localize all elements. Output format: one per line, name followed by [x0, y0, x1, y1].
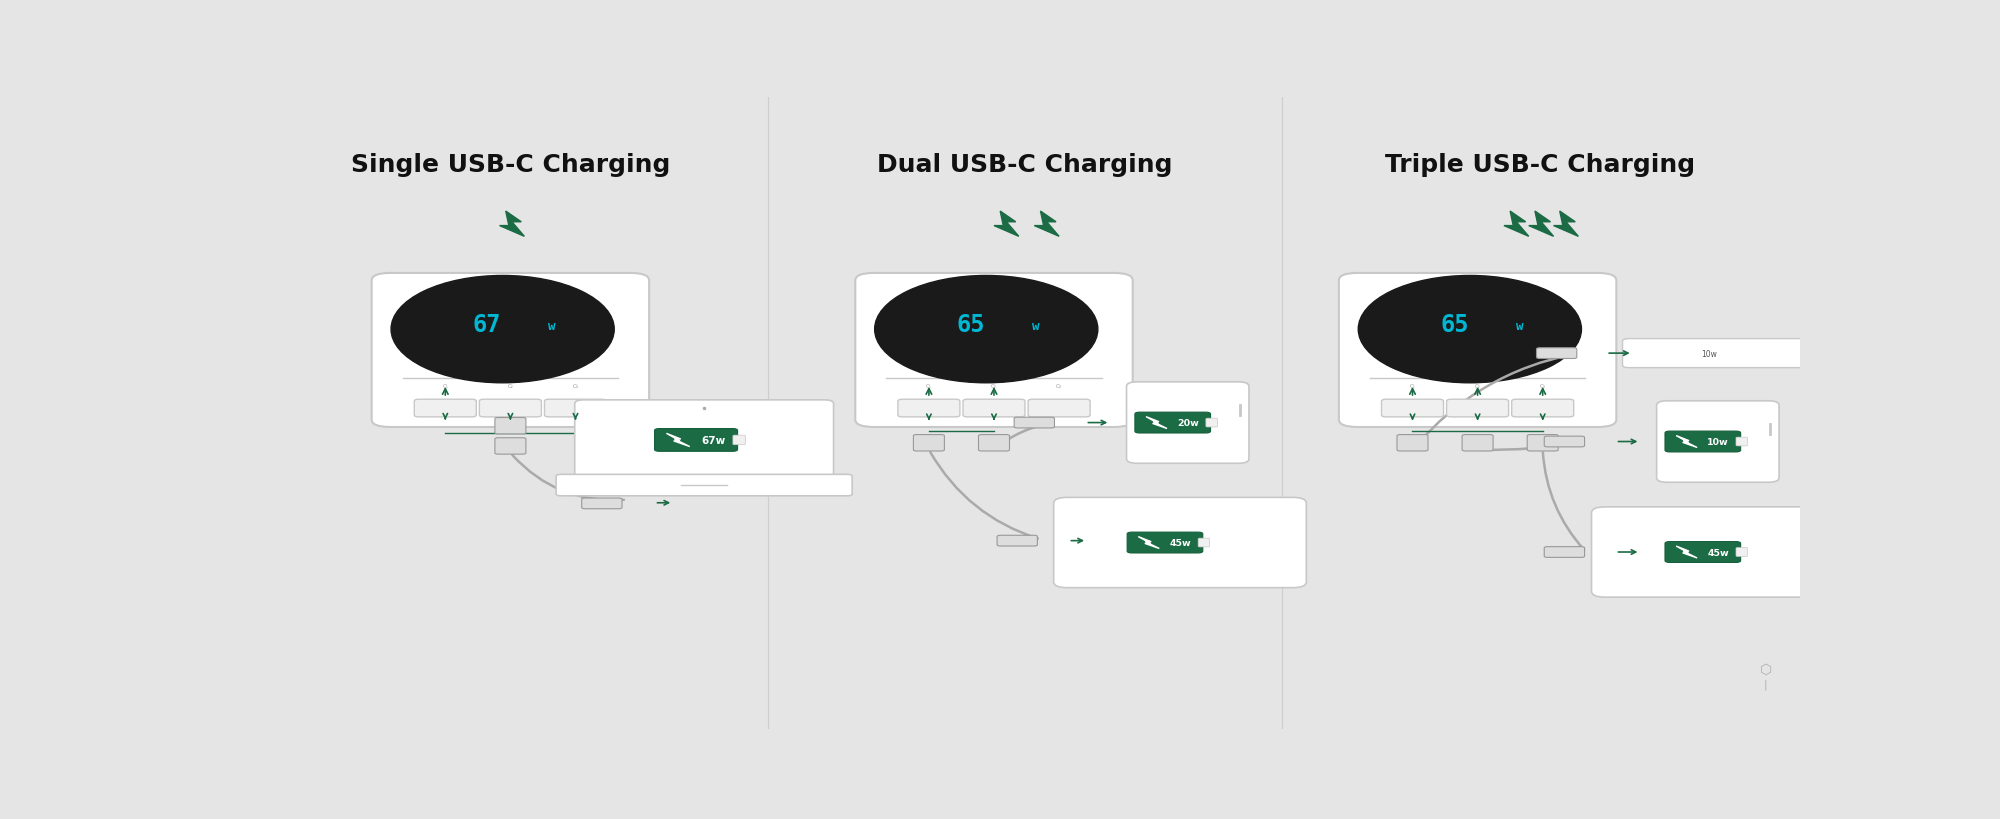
FancyBboxPatch shape [1664, 542, 1740, 563]
Text: C₂: C₂ [508, 383, 514, 388]
FancyBboxPatch shape [1664, 432, 1740, 452]
Text: Dual USB-C Charging: Dual USB-C Charging [878, 152, 1172, 176]
Ellipse shape [874, 276, 1098, 383]
Text: Triple USB-C Charging: Triple USB-C Charging [1384, 152, 1694, 176]
Polygon shape [1676, 436, 1698, 448]
Text: w: w [1516, 319, 1524, 333]
Polygon shape [1528, 212, 1554, 237]
FancyBboxPatch shape [1198, 539, 1210, 547]
Polygon shape [1138, 537, 1160, 549]
Text: C₃: C₃ [572, 383, 578, 388]
Text: 10w: 10w [1708, 437, 1730, 446]
FancyBboxPatch shape [1014, 418, 1054, 428]
FancyBboxPatch shape [1528, 435, 1558, 451]
FancyBboxPatch shape [732, 436, 746, 446]
Text: C₂: C₂ [992, 383, 996, 388]
FancyBboxPatch shape [1128, 532, 1202, 554]
FancyBboxPatch shape [1134, 413, 1210, 433]
FancyBboxPatch shape [1462, 435, 1494, 451]
Ellipse shape [392, 276, 614, 383]
Text: w: w [548, 319, 556, 333]
Polygon shape [1554, 212, 1578, 237]
FancyBboxPatch shape [898, 400, 960, 418]
FancyBboxPatch shape [964, 400, 1024, 418]
FancyBboxPatch shape [574, 400, 834, 481]
FancyBboxPatch shape [998, 536, 1038, 546]
FancyBboxPatch shape [1544, 547, 1584, 558]
FancyBboxPatch shape [1592, 507, 1844, 597]
FancyBboxPatch shape [1028, 400, 1090, 418]
FancyBboxPatch shape [1382, 400, 1444, 418]
Text: 65: 65 [956, 313, 984, 337]
Text: 45w: 45w [1170, 538, 1192, 547]
Text: 65: 65 [1440, 313, 1468, 337]
FancyBboxPatch shape [480, 400, 542, 418]
FancyBboxPatch shape [1338, 274, 1616, 428]
FancyBboxPatch shape [1736, 437, 1748, 446]
Text: C₂: C₂ [1474, 383, 1480, 388]
FancyBboxPatch shape [494, 418, 526, 434]
Polygon shape [500, 212, 524, 237]
Text: |: | [1764, 678, 1768, 689]
FancyBboxPatch shape [556, 475, 852, 496]
Text: 20w: 20w [1178, 419, 1198, 428]
FancyBboxPatch shape [654, 429, 738, 452]
Polygon shape [1504, 212, 1528, 237]
Text: C₃: C₃ [1540, 383, 1546, 388]
Ellipse shape [1358, 276, 1582, 383]
Polygon shape [994, 212, 1018, 237]
FancyBboxPatch shape [1512, 400, 1574, 418]
FancyBboxPatch shape [494, 438, 526, 455]
FancyBboxPatch shape [856, 274, 1132, 428]
FancyBboxPatch shape [414, 400, 476, 418]
Text: 67w: 67w [702, 436, 726, 446]
FancyBboxPatch shape [1126, 382, 1248, 464]
FancyBboxPatch shape [1536, 348, 1576, 359]
FancyBboxPatch shape [1396, 435, 1428, 451]
Text: C₁: C₁ [1410, 383, 1416, 388]
Text: C₁: C₁ [926, 383, 932, 388]
FancyBboxPatch shape [372, 274, 650, 428]
Text: Single USB-C Charging: Single USB-C Charging [350, 152, 670, 176]
Text: 45w: 45w [1708, 548, 1730, 557]
FancyBboxPatch shape [1054, 498, 1306, 588]
Text: C₃: C₃ [1056, 383, 1062, 388]
Polygon shape [1676, 546, 1698, 559]
FancyBboxPatch shape [1544, 437, 1584, 447]
FancyBboxPatch shape [1622, 339, 1814, 369]
FancyBboxPatch shape [914, 435, 944, 451]
Text: ⬡: ⬡ [1760, 662, 1772, 676]
FancyBboxPatch shape [582, 499, 622, 509]
Polygon shape [1034, 212, 1060, 237]
FancyBboxPatch shape [1656, 401, 1780, 482]
FancyBboxPatch shape [1446, 400, 1508, 418]
FancyBboxPatch shape [978, 435, 1010, 451]
Text: 10w: 10w [1700, 349, 1716, 358]
FancyBboxPatch shape [1804, 346, 1842, 360]
FancyBboxPatch shape [1206, 419, 1218, 428]
Text: w: w [1032, 319, 1040, 333]
Text: C₁: C₁ [442, 383, 448, 388]
FancyBboxPatch shape [1736, 548, 1748, 557]
Polygon shape [666, 434, 690, 447]
Polygon shape [1146, 417, 1168, 429]
Text: 67: 67 [472, 313, 502, 337]
FancyBboxPatch shape [544, 400, 606, 418]
